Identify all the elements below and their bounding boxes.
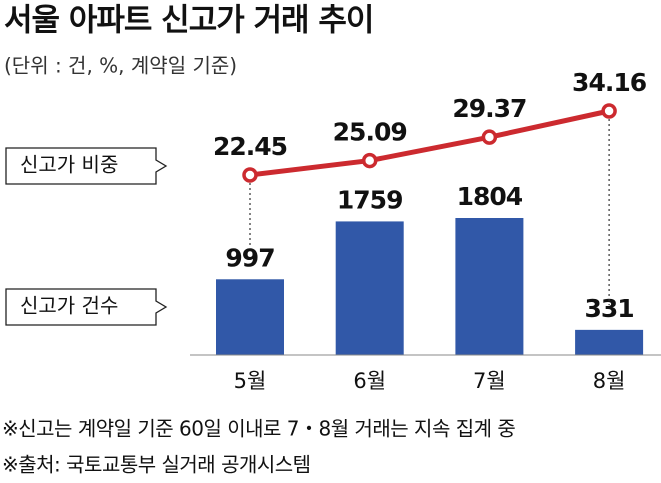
x-tick-label: 5월: [234, 369, 267, 393]
note: ※신고는 계약일 기준 60일 이내로 7・8월 거래는 지속 집계 중: [2, 417, 515, 441]
point: [242, 167, 258, 183]
bar: [216, 279, 284, 355]
point: [361, 152, 378, 169]
value-label: 1759: [337, 185, 403, 214]
callout-box: [5, 288, 168, 326]
x-tick-label: 7월: [473, 369, 506, 393]
legend-label: 신고가 비중: [20, 153, 118, 177]
x-tick-label: 8월: [593, 369, 626, 393]
legend-label: 신고가 건수: [20, 294, 118, 318]
line: [249, 108, 610, 178]
callout-box: [5, 147, 168, 185]
bar: [455, 218, 524, 355]
value-label: 1804: [457, 182, 523, 211]
bar: [335, 221, 404, 355]
value-label: 25.09: [333, 118, 407, 147]
point: [601, 103, 617, 119]
bar: [575, 329, 644, 355]
chart-subtitle: (단위 : 건, %, 계약일 기준): [4, 54, 237, 78]
point: [481, 129, 498, 145]
x-tick-label: 6월: [353, 369, 386, 393]
value-label: 34.16: [572, 68, 647, 97]
note: ※출처: 국토교통부 실거래 공개시스템: [2, 453, 311, 477]
chart-title: 서울 아파트 신고가 거래 추이: [4, 3, 373, 39]
value-label: 331: [585, 294, 634, 323]
value-label: 29.37: [452, 94, 526, 123]
value-label: 22.45: [213, 132, 287, 161]
value-label: 997: [225, 243, 274, 272]
